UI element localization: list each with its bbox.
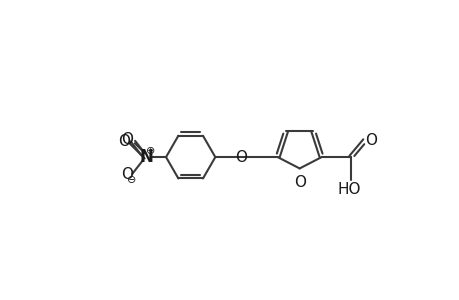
Text: HO: HO xyxy=(337,182,360,197)
Text: O: O xyxy=(121,132,133,147)
Text: ⊕: ⊕ xyxy=(146,146,155,156)
Text: ⊖: ⊖ xyxy=(127,175,136,185)
Text: O: O xyxy=(121,167,133,182)
Text: O: O xyxy=(118,134,130,149)
Text: O: O xyxy=(234,150,246,165)
Text: O: O xyxy=(293,175,305,190)
Text: N: N xyxy=(139,148,153,166)
Text: O: O xyxy=(364,133,376,148)
